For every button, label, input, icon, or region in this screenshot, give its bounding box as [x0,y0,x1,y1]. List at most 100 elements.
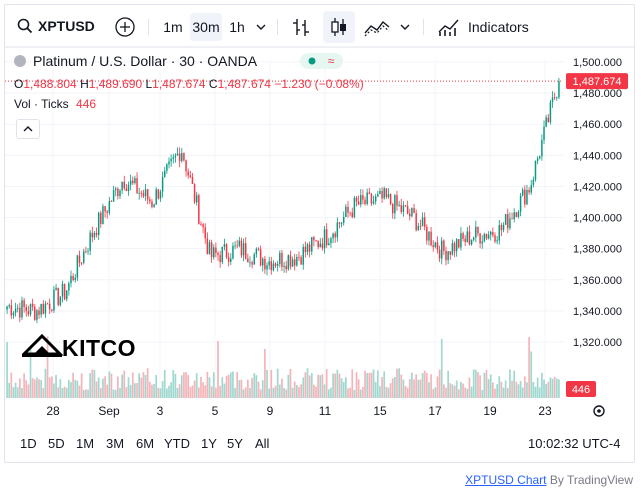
low-label: L [145,77,153,91]
candle-body [490,231,492,235]
candle-body [313,237,315,241]
range-5y[interactable]: 5Y [227,436,243,451]
volume-bar [498,376,501,398]
volume-bar [159,388,162,398]
candle-body [89,232,91,251]
candle-body [453,243,456,252]
range-3m[interactable]: 3M [106,436,125,451]
candle-body [541,139,543,157]
candle-body [349,212,351,214]
candle-body [328,243,330,246]
volume-bar [396,368,398,398]
market-status-badge[interactable]: ≈ [300,53,343,69]
open-value: 1,488.804 [23,77,77,91]
candle-body [227,257,230,262]
clock[interactable]: 10:02:32 UTC-4 [528,436,621,451]
search-icon[interactable] [17,18,33,34]
volume-bar [178,384,181,398]
symbol-name[interactable]: XPTUSD [38,18,95,34]
open-label: O [14,77,24,91]
plus-circle-icon[interactable] [114,16,136,38]
volume-bar [479,375,481,398]
candle-body [504,214,507,225]
volume-bar [264,348,266,398]
volume-bar [530,351,533,398]
candle-body [355,197,358,202]
candle-body [208,242,211,255]
candle-body [311,237,313,252]
candle-body [553,97,556,99]
volume-bar [172,370,175,398]
range-1y[interactable]: 1Y [201,436,217,451]
volume-bar [99,387,102,398]
time-tick-label: 28 [46,404,60,418]
volume-bar [423,370,426,398]
range-1d[interactable]: 1D [20,436,37,451]
collapse-legend-button[interactable] [16,119,40,139]
volume-bar [91,369,94,398]
candle-body [281,252,283,267]
range-all[interactable]: All [255,436,270,451]
chevron-down-icon[interactable] [255,22,267,32]
indicators-button[interactable]: Indicators [437,13,529,41]
volume-bar [129,384,132,398]
candle-body [10,305,13,316]
range-5d[interactable]: 5D [48,436,65,451]
time-tick-label: 19 [483,404,497,418]
candle-body [83,251,85,263]
candles-button[interactable] [323,11,355,43]
kitco-logo-mark: KITCO [20,333,136,361]
volume-bar [57,387,60,398]
volume-bar [353,389,356,398]
range-ytd[interactable]: YTD [164,436,190,451]
volume-bar [558,379,560,398]
candle-body [389,194,392,205]
volume-bar [206,371,209,398]
volume-bar [381,377,383,398]
volume-bar [449,383,452,398]
volume-bar [417,379,420,398]
range-1m[interactable]: 1M [76,436,95,451]
range-6m[interactable]: 6M [136,436,155,451]
volume-bar [225,375,228,398]
candle-body [440,240,443,259]
candle-body [374,196,377,202]
volume-bar [53,383,55,398]
volume-bar [432,389,435,398]
interval-1h[interactable]: 1h [229,19,245,35]
candle-body [534,160,537,180]
symbol-logo-icon [14,55,26,67]
high-label: H [80,77,89,91]
price-tick-label: 1,460.000 [573,119,622,131]
candle-body [308,244,311,252]
volume-bar [44,368,47,398]
candle-body [545,117,547,127]
chevron-down-icon[interactable] [399,22,411,32]
volume-bar [521,387,524,398]
volume-bar [457,389,460,398]
candle-body [189,175,192,178]
interval-30m[interactable]: 30m [190,13,222,41]
candle-body [249,262,251,264]
volume-bar [308,375,311,398]
volume-bar [59,379,62,398]
volume-bar [242,389,245,398]
candle-body [556,97,558,99]
settings-gear-icon[interactable] [593,405,605,417]
candle-body [206,238,209,255]
candle-body [460,233,462,248]
candle-body [524,189,526,205]
volume-bar [234,387,236,398]
candle-body [144,189,147,197]
compare-bars-icon[interactable] [290,16,312,38]
candle-body [85,251,87,253]
symbol-chart-link[interactable]: XPTUSD Chart [465,473,547,487]
candle-body [51,309,53,311]
candle-body [195,195,198,203]
volume-bar [33,379,36,398]
candle-body [262,258,264,266]
volume-bar [347,388,349,398]
area-chart-icon[interactable] [363,17,391,37]
interval-1m[interactable]: 1m [163,19,183,35]
